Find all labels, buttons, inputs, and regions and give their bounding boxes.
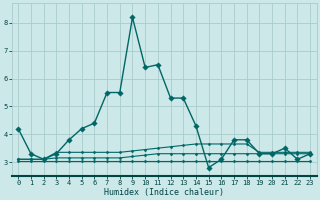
X-axis label: Humidex (Indice chaleur): Humidex (Indice chaleur) bbox=[104, 188, 224, 197]
